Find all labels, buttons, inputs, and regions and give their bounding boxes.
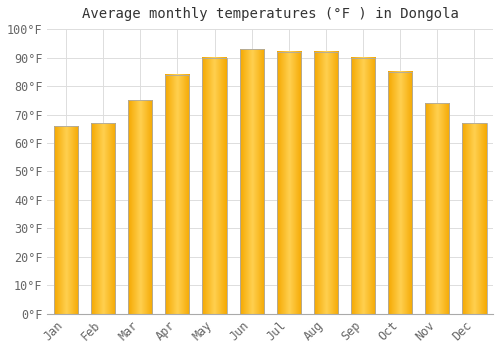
- Title: Average monthly temperatures (°F ) in Dongola: Average monthly temperatures (°F ) in Do…: [82, 7, 458, 21]
